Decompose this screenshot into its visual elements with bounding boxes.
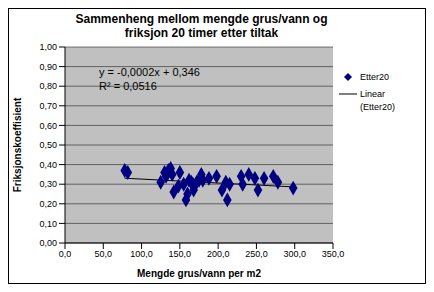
svg-text:200,0: 200,0 bbox=[207, 249, 230, 259]
svg-text:0,90: 0,90 bbox=[39, 62, 57, 72]
html-text:Linear (Etter20): Linear (Etter20) bbox=[360, 89, 395, 112]
svg-text:Friksjonskoeffisient: Friksjonskoeffisient bbox=[12, 97, 23, 192]
svg-text:150,0: 150,0 bbox=[169, 249, 192, 259]
svg-text:350,0: 350,0 bbox=[322, 249, 345, 259]
svg-text:300,0: 300,0 bbox=[283, 249, 306, 259]
html-text:y = -0,0002x + 0,346: y = -0,0002x + 0,346 bbox=[99, 66, 200, 78]
svg-text:0,40: 0,40 bbox=[39, 160, 57, 170]
html-text:Sammenheng mellom mengde grus/: Sammenheng mellom mengde grus/vann og fr… bbox=[75, 12, 328, 40]
svg-text:0,10: 0,10 bbox=[39, 219, 57, 229]
svg-text:0,00: 0,00 bbox=[39, 238, 57, 248]
svg-text:50,0: 50,0 bbox=[95, 249, 113, 259]
svg-text:0,60: 0,60 bbox=[39, 121, 57, 131]
svg-text:0,70: 0,70 bbox=[39, 101, 57, 111]
svg-text:250,0: 250,0 bbox=[245, 249, 268, 259]
svg-text:0,80: 0,80 bbox=[39, 81, 57, 91]
svg-text:Mengde grus/vann per m2: Mengde grus/vann per m2 bbox=[137, 268, 261, 279]
svg-text:0,0: 0,0 bbox=[59, 249, 72, 259]
svg-text:0,20: 0,20 bbox=[39, 199, 57, 209]
svg-text:0,30: 0,30 bbox=[39, 179, 57, 189]
svg-text:0,50: 0,50 bbox=[39, 140, 57, 150]
html-text:Etter20: Etter20 bbox=[360, 72, 389, 82]
svg-text:1,00: 1,00 bbox=[39, 42, 57, 52]
svg-text:100,0: 100,0 bbox=[130, 249, 153, 259]
html-text:R² = 0,0516: R² = 0,0516 bbox=[99, 80, 157, 92]
